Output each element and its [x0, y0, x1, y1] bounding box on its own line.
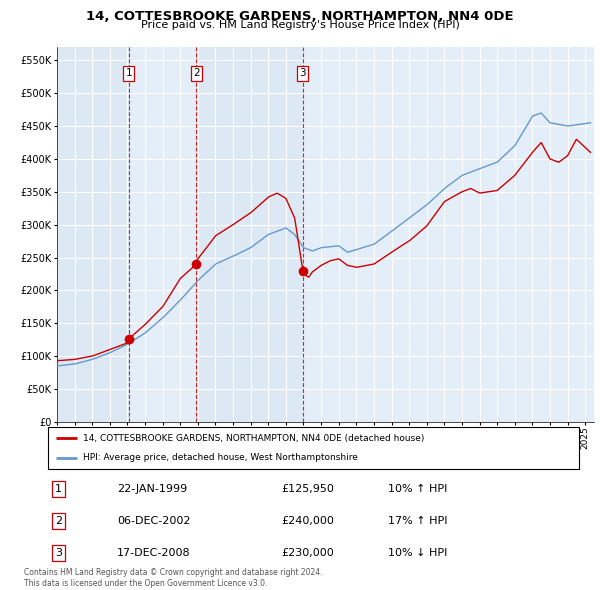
Text: 2: 2 [193, 68, 200, 78]
Text: 10% ↑ HPI: 10% ↑ HPI [388, 484, 447, 494]
Bar [196, 47, 303, 422]
Bar [57, 47, 128, 422]
Text: HPI: Average price, detached house, West Northamptonshire: HPI: Average price, detached house, West… [83, 453, 358, 462]
Text: 14, COTTESBROOKE GARDENS, NORTHAMPTON, NN4 0DE: 14, COTTESBROOKE GARDENS, NORTHAMPTON, N… [86, 10, 514, 23]
Text: 10% ↓ HPI: 10% ↓ HPI [388, 548, 447, 558]
Text: 17-DEC-2008: 17-DEC-2008 [117, 548, 191, 558]
Text: 06-DEC-2002: 06-DEC-2002 [117, 516, 191, 526]
Bar [303, 47, 594, 422]
Text: 1: 1 [125, 68, 132, 78]
Text: 3: 3 [299, 68, 306, 78]
Text: 2: 2 [55, 516, 62, 526]
Text: £125,950: £125,950 [281, 484, 335, 494]
Text: £240,000: £240,000 [281, 516, 335, 526]
Text: £230,000: £230,000 [281, 548, 334, 558]
Text: 17% ↑ HPI: 17% ↑ HPI [388, 516, 448, 526]
Text: Contains HM Land Registry data © Crown copyright and database right 2024.
This d: Contains HM Land Registry data © Crown c… [24, 568, 323, 588]
Bar [128, 47, 196, 422]
Text: 22-JAN-1999: 22-JAN-1999 [117, 484, 187, 494]
Text: 1: 1 [55, 484, 62, 494]
Text: Price paid vs. HM Land Registry's House Price Index (HPI): Price paid vs. HM Land Registry's House … [140, 20, 460, 30]
FancyBboxPatch shape [48, 427, 579, 469]
Text: 14, COTTESBROOKE GARDENS, NORTHAMPTON, NN4 0DE (detached house): 14, COTTESBROOKE GARDENS, NORTHAMPTON, N… [83, 434, 424, 442]
Text: 3: 3 [55, 548, 62, 558]
